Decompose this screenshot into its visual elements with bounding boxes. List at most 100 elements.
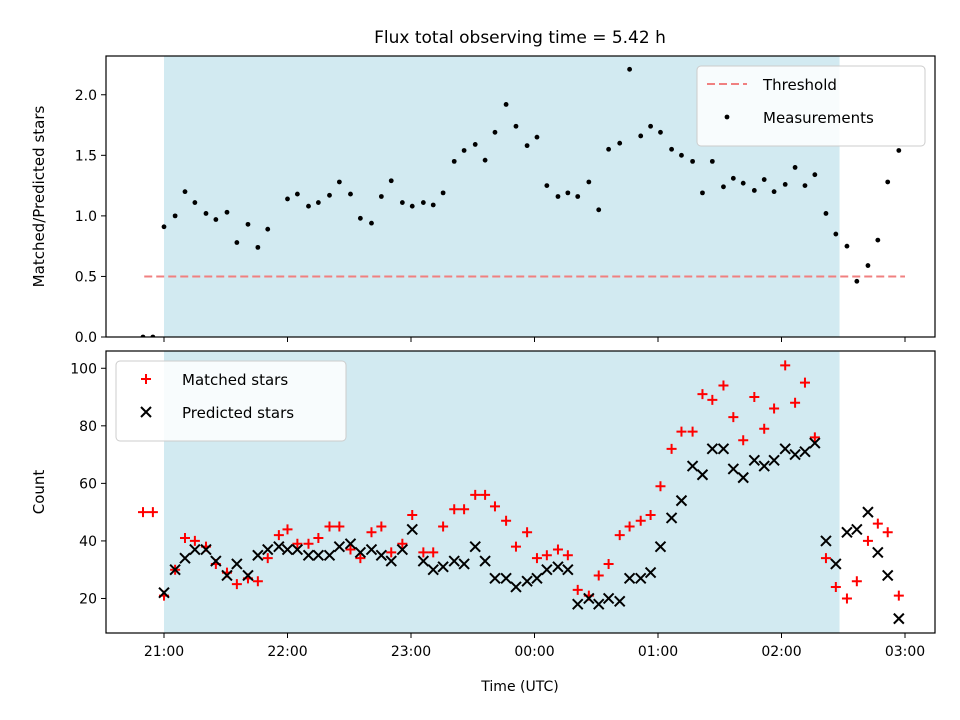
x-tick-label: 21:00 (144, 644, 184, 660)
x-tick-label: 22:00 (267, 644, 307, 660)
y-tick-label: 80 (79, 419, 97, 435)
data-point (709, 158, 715, 164)
data-point (565, 190, 571, 196)
data-point (255, 244, 261, 250)
data-point (291, 543, 304, 556)
data-point (303, 538, 314, 549)
data-point (627, 66, 632, 72)
data-point (675, 494, 688, 507)
y-tick-label: 60 (79, 476, 97, 492)
data-point (830, 581, 841, 592)
data-point (312, 549, 325, 562)
data-point (500, 572, 512, 585)
data-point (427, 563, 439, 576)
data-point (158, 587, 170, 599)
data-point (333, 540, 346, 553)
data-point (749, 392, 760, 403)
data-point (376, 521, 387, 532)
data-point (252, 576, 263, 587)
data-point (451, 158, 457, 164)
data-point (231, 579, 242, 590)
data-point (666, 443, 677, 454)
data-point (480, 489, 491, 500)
data-point (862, 506, 874, 518)
data-point (147, 507, 158, 518)
data-point (503, 102, 509, 107)
data-point (676, 426, 687, 437)
legend: Threshold Measurements (696, 65, 926, 147)
y-tick-label: 100 (70, 361, 97, 377)
data-point (552, 544, 563, 555)
data-point (562, 563, 574, 576)
data-point (355, 553, 366, 564)
y-tick-label: 1.5 (75, 148, 97, 164)
data-point (789, 448, 801, 461)
data-point (396, 543, 409, 556)
data-point (420, 200, 426, 205)
data-point (224, 209, 230, 215)
data-point (399, 200, 405, 205)
data-point (882, 569, 894, 582)
data-point (885, 179, 891, 185)
data-point (728, 412, 739, 423)
series-matched-stars (138, 360, 904, 604)
data-point (397, 538, 408, 549)
data-point (285, 196, 290, 202)
data-point (327, 192, 332, 198)
axes-frame (105, 350, 936, 634)
y-tick-label: 2.0 (75, 88, 97, 104)
data-point (872, 518, 883, 529)
count-panel: 20 40 60 80 100 21:00 22:00 23:00 00:00 01:00 02:0… (30, 350, 936, 660)
data-point (407, 510, 418, 521)
data-point (748, 454, 761, 467)
data-point (761, 177, 767, 182)
data-point (707, 394, 718, 405)
data-point (315, 200, 321, 205)
data-point (779, 443, 791, 455)
data-point (323, 549, 336, 562)
data-point (792, 165, 798, 170)
legend-label: Measurements (763, 109, 874, 127)
data-point (492, 129, 498, 135)
data-point (700, 190, 705, 196)
data-point (273, 540, 285, 553)
data-point (348, 191, 353, 197)
data-point (231, 558, 243, 570)
data-point (334, 521, 345, 532)
data-point (669, 146, 674, 152)
data-point (234, 240, 240, 245)
data-point (378, 194, 384, 199)
data-point (189, 543, 201, 556)
data-point (438, 521, 449, 532)
legend-label: Predicted stars (182, 404, 294, 422)
y-axis-label: Matched/Predicted stars (30, 106, 48, 288)
data-point (875, 237, 881, 243)
data-point (437, 561, 449, 573)
y-tick-label: 20 (79, 591, 97, 607)
axes-frame (105, 55, 936, 338)
x-tick-label: 00:00 (514, 644, 554, 660)
data-point (510, 581, 522, 593)
data-point (192, 200, 198, 205)
data-point (531, 572, 543, 585)
data-point (430, 202, 436, 208)
legend-swatch (724, 114, 730, 120)
data-point (841, 593, 852, 604)
data-point (418, 547, 429, 558)
data-point (417, 555, 430, 567)
data-point (687, 426, 698, 437)
data-point (469, 540, 481, 553)
data-point (596, 207, 602, 213)
data-point (336, 179, 342, 185)
legend-swatch (140, 406, 152, 418)
legend-label: Matched stars (182, 371, 288, 389)
data-point (221, 569, 233, 582)
data-point (799, 377, 810, 388)
data-point (138, 507, 149, 518)
data-point (614, 530, 625, 541)
data-point (617, 140, 623, 146)
data-point (841, 526, 853, 538)
data-point (737, 471, 749, 484)
y-tick-label: 1.0 (75, 209, 97, 225)
legend-box (696, 65, 926, 147)
